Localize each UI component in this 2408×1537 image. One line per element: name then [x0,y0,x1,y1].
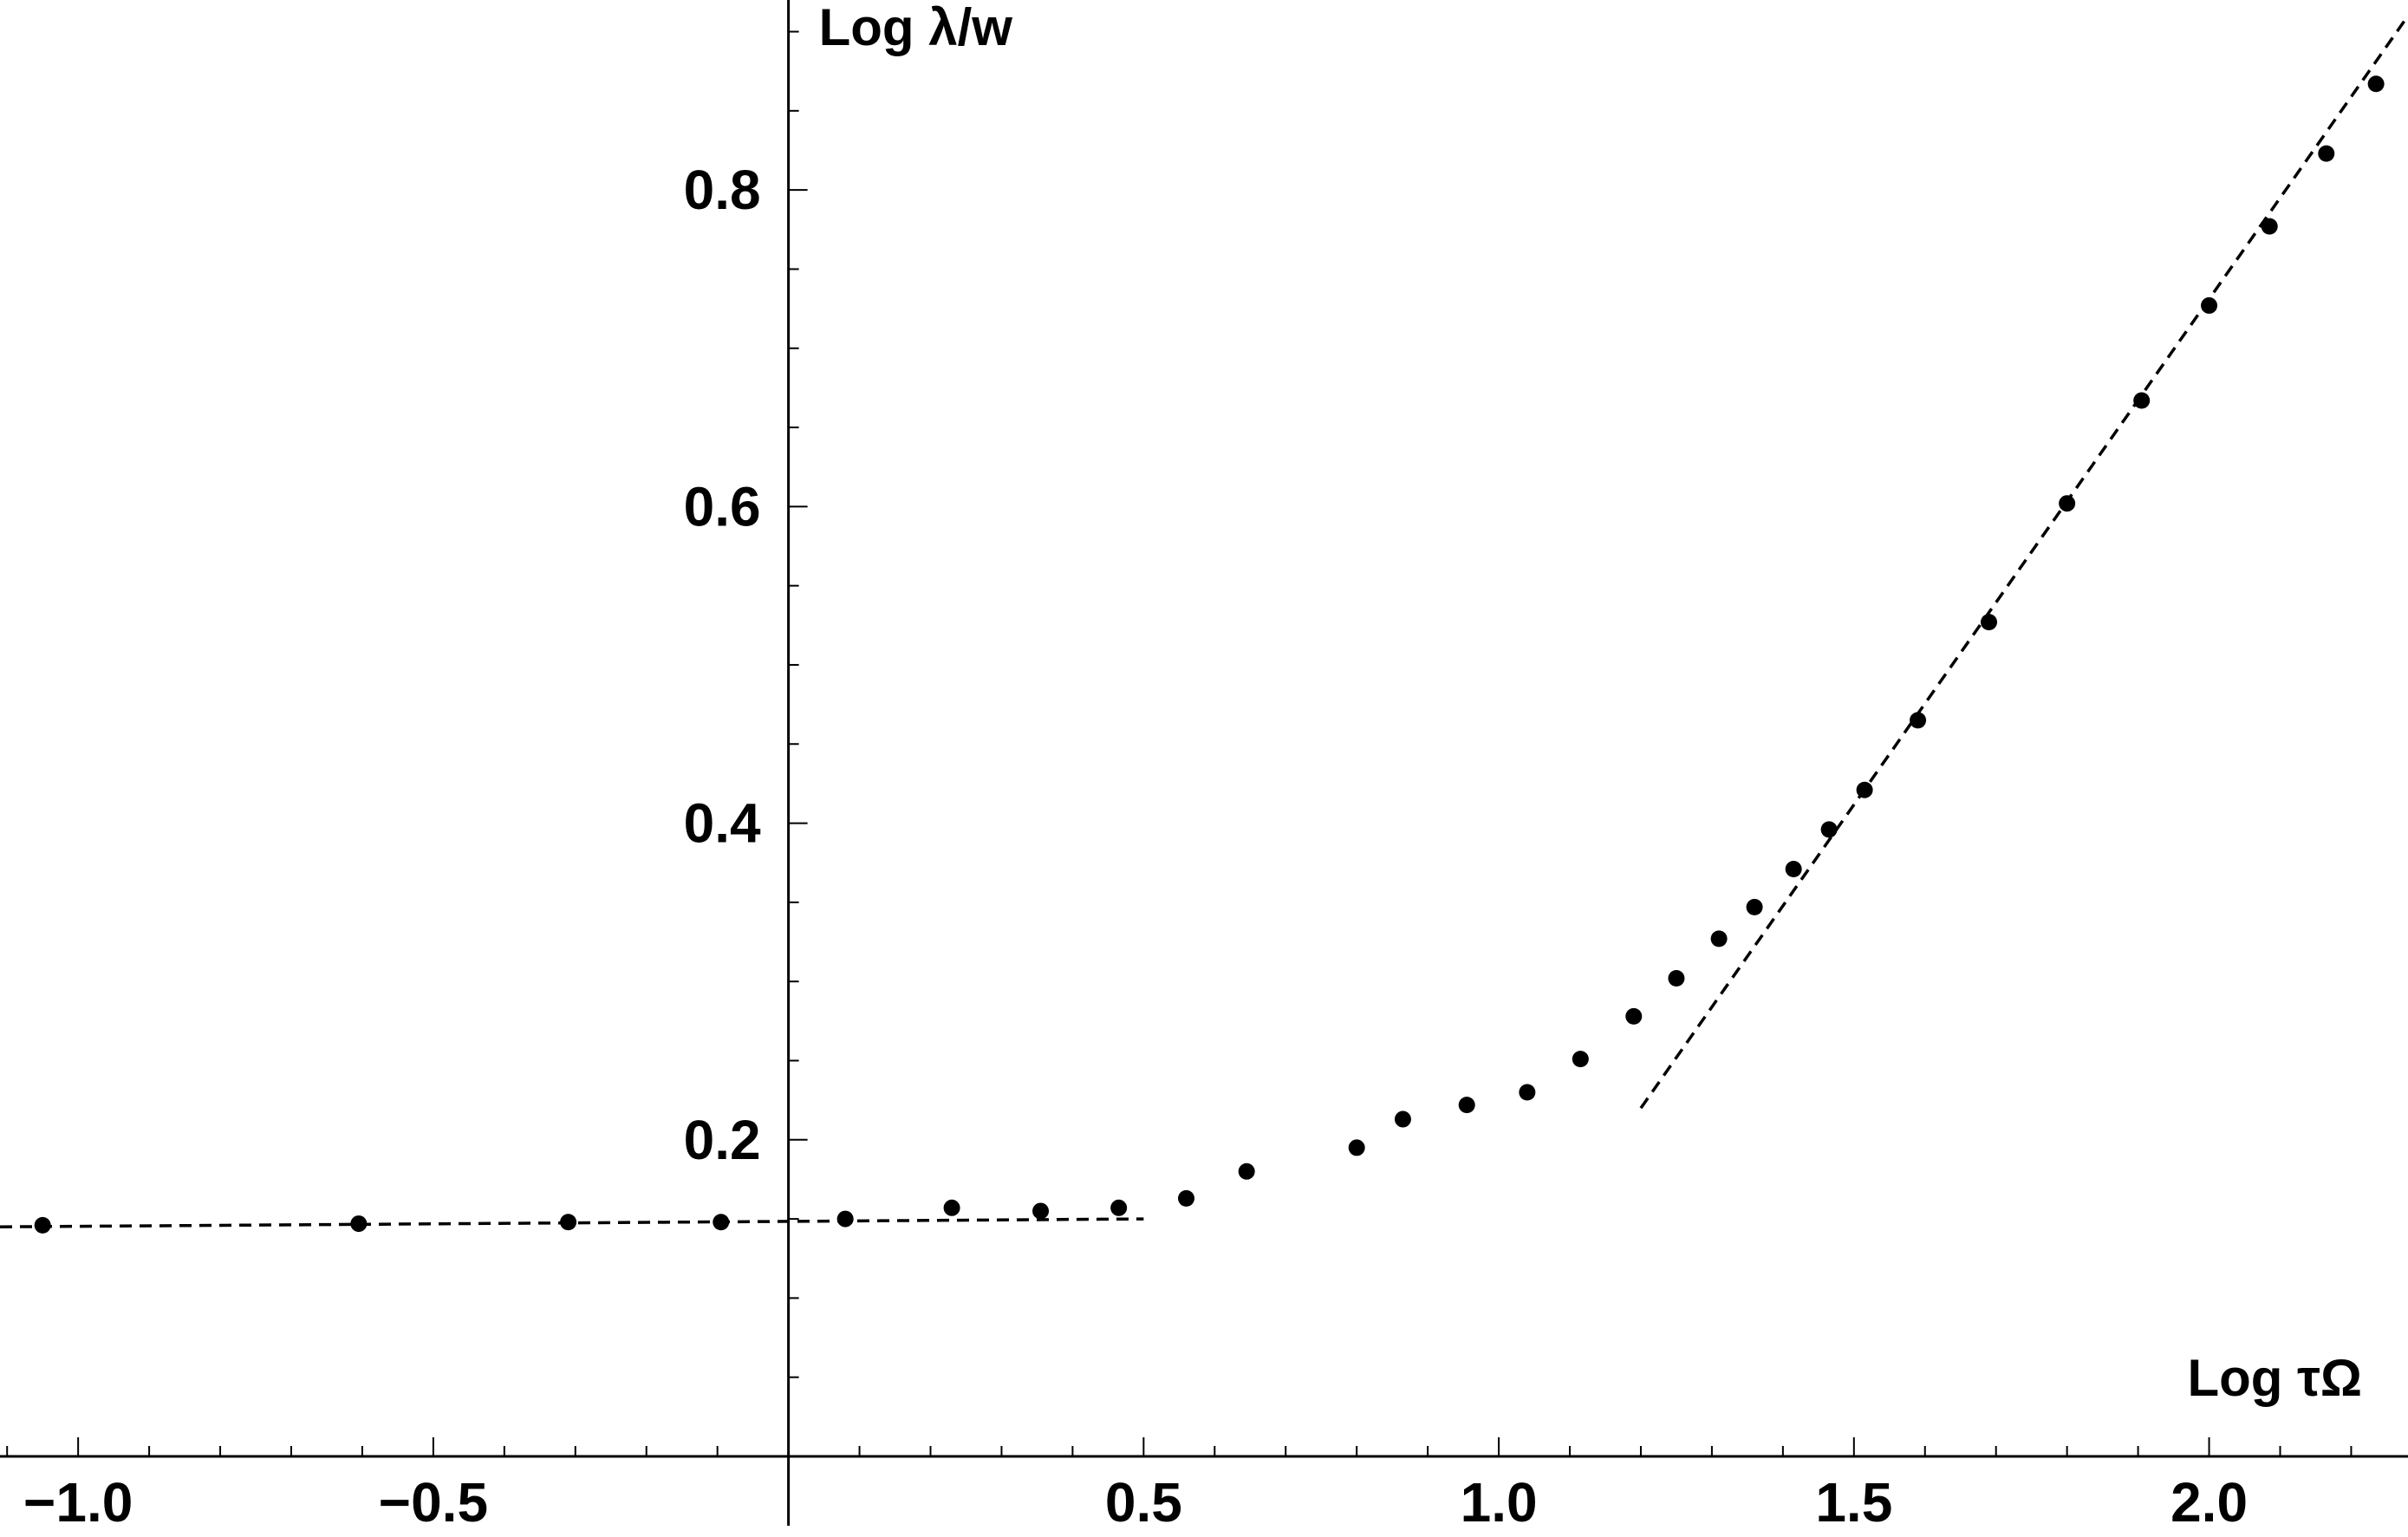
data-point [1710,930,1728,948]
data-point [560,1214,577,1231]
data-point [1820,821,1838,838]
data-point [1746,898,1763,915]
dashed-fit-line [1639,15,2408,1110]
x-tick-label: −1.0 [23,1471,133,1534]
data-point [1458,1097,1475,1114]
data-point [1178,1189,1195,1207]
data-point [1110,1199,1128,1216]
y-tick-label: 0.8 [684,159,761,221]
dashed-fit-line [0,1217,1144,1228]
data-point [1519,1084,1536,1101]
data-point [1625,1007,1643,1025]
x-tick-label: 1.0 [1461,1471,1538,1534]
data-point [943,1199,960,1216]
data-point [1910,712,1927,729]
data-point [1032,1202,1050,1220]
x-tick-label: 0.5 [1105,1471,1182,1534]
data-point [350,1215,368,1233]
data-points [34,75,2385,1234]
x-tick-label: 2.0 [2170,1471,2248,1534]
x-axis-label: Log τΩ [2187,1349,2362,1407]
data-point [1668,970,1685,987]
data-point [2367,75,2385,93]
reference-lines [0,15,2408,1228]
data-point [34,1216,51,1234]
data-point [1572,1051,1589,1068]
data-point [2318,145,2335,162]
data-point [713,1214,730,1231]
data-point [1394,1110,1411,1128]
data-point [836,1210,854,1228]
ticks: −1.0 −0.5 0.5 1.0 1.5 2.0 0.2 0.4 0.6 0.8 [6,30,2353,1534]
x-tick-label: −0.5 [379,1471,488,1534]
data-point [1785,861,1802,878]
data-point [1348,1139,1365,1156]
data-point [1238,1163,1255,1180]
data-point [2133,392,2151,409]
data-point [2059,495,2076,512]
data-point [1856,781,1873,798]
y-axis-label: Log λ/w [819,0,1013,56]
y-tick-label: 0.2 [684,1109,761,1171]
y-tick-label: 0.6 [684,475,761,537]
data-point [2201,296,2218,314]
data-point [2261,218,2278,235]
x-tick-label: 1.5 [1815,1471,1892,1534]
y-tick-label: 0.4 [684,792,761,855]
data-point [1981,614,1998,631]
